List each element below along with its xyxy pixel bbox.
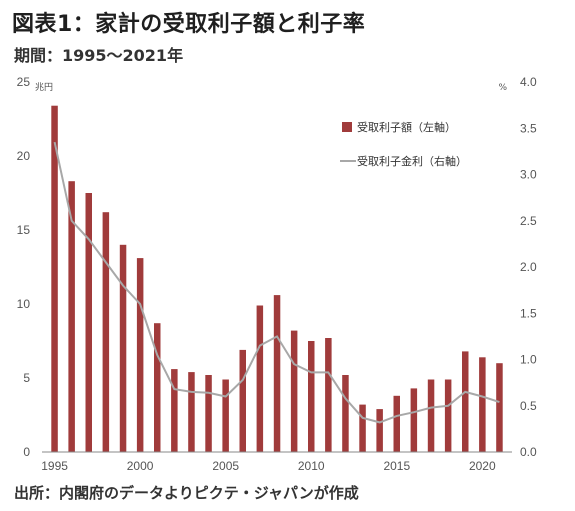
- interest-rate-line: [53, 141, 500, 424]
- bar-2021: [496, 363, 503, 452]
- left-axis-unit: 兆円: [35, 82, 53, 93]
- left-tick-0: 0: [23, 445, 30, 459]
- bar-2008: [273, 295, 281, 452]
- bar-2006: [239, 349, 246, 452]
- source-note: 出所：内閣府のデータよりピクテ・ジャパンが作成: [14, 484, 359, 502]
- x-tick-2015: 2015: [383, 459, 410, 473]
- bar-2018: [444, 379, 452, 452]
- left-tick-25: 25: [17, 75, 31, 89]
- bar-1997: [85, 193, 92, 452]
- right-tick-1.0: 1.0: [520, 353, 537, 367]
- legend-bar-swatch: [342, 122, 352, 132]
- bar-2016: [410, 388, 418, 452]
- right-tick-4.0: 4.0: [520, 75, 537, 89]
- legend-bar-label: 受取利子額（左軸）: [357, 120, 456, 134]
- bar-2010: [308, 341, 315, 452]
- bar-2013: [359, 404, 366, 452]
- right-tick-3.5: 3.5: [520, 121, 537, 135]
- legend-line-label: 受取利子金利（右軸）: [357, 154, 467, 168]
- chart-subtitle: 期間：1995～2021年: [14, 46, 184, 65]
- left-tick-15: 15: [17, 223, 31, 237]
- right-tick-0.0: 0.0: [520, 445, 537, 459]
- bar-2015: [393, 395, 400, 452]
- bar-2011: [325, 338, 332, 452]
- bar-2017: [427, 379, 435, 452]
- bar-2019: [462, 351, 469, 452]
- left-tick-5: 5: [23, 371, 30, 385]
- x-tick-2020: 2020: [469, 459, 496, 473]
- bar-2009: [290, 330, 298, 452]
- bar-2001: [154, 323, 161, 452]
- right-axis-unit: %: [498, 83, 507, 93]
- chart-title: 図表1：家計の受取利子額と利子率: [12, 12, 366, 37]
- bar-2014: [376, 409, 383, 452]
- bar-1995: [51, 105, 58, 452]
- bar-2005: [222, 379, 229, 452]
- bar-1996: [68, 181, 75, 452]
- x-tick-2005: 2005: [212, 459, 239, 473]
- left-tick-20: 20: [17, 149, 31, 163]
- x-tick-2010: 2010: [298, 459, 325, 473]
- right-tick-0.5: 0.5: [520, 399, 537, 413]
- right-tick-2.0: 2.0: [520, 260, 537, 274]
- right-tick-3.0: 3.0: [520, 168, 537, 182]
- bar-2003: [188, 372, 195, 452]
- right-tick-2.5: 2.5: [520, 214, 537, 228]
- x-tick-2000: 2000: [127, 459, 154, 473]
- legend: 受取利子額（左軸） 受取利子金利（右軸）: [340, 120, 467, 168]
- left-tick-10: 10: [17, 297, 31, 311]
- bar-2007: [256, 305, 264, 452]
- bar-2000: [136, 258, 144, 452]
- bar-2004: [205, 375, 212, 452]
- bar-1998: [102, 212, 110, 452]
- right-tick-1.5: 1.5: [520, 306, 537, 320]
- bar-2020: [479, 357, 486, 452]
- bar-1999: [119, 244, 127, 452]
- bar-2012: [342, 375, 349, 452]
- bar-2002: [171, 369, 178, 452]
- x-tick-1995: 1995: [41, 459, 68, 473]
